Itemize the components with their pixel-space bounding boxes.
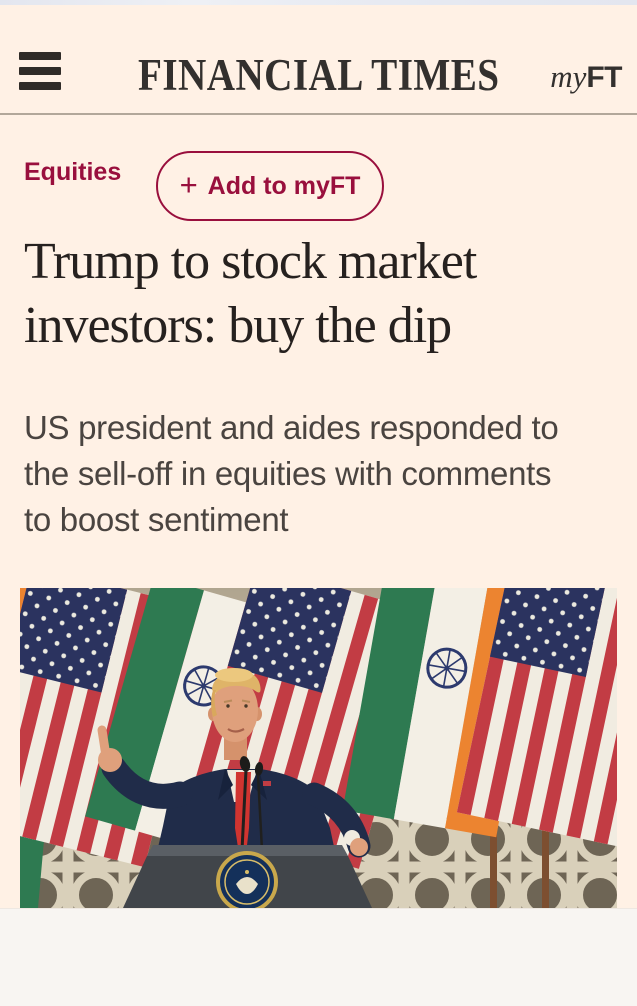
article-standfirst: US president and aides responded to the … [24,405,624,543]
add-to-myft-button[interactable]: + Add to myFT [156,151,384,221]
myft-link[interactable]: myFT [550,59,622,95]
article-headline: Trump to stock market investors: buy the… [24,230,604,358]
standfirst-line-1: US president and aides responded to [24,409,559,446]
status-strip [0,0,637,5]
browser-toolbar: 1 [0,908,637,1006]
add-to-myft-label: Add to myFT [207,171,361,200]
headline-line-2: investors: buy the dip [24,297,452,354]
hamburger-menu-icon [19,52,61,60]
podium [123,830,372,908]
article-image [20,588,617,908]
speaker-figure [97,668,371,858]
headline-line-1: Trump to stock market [24,233,477,290]
ft-logo[interactable]: FINANCIAL TIMES [0,51,637,99]
myft-my-text: my [550,59,587,94]
hamburger-menu-button[interactable] [19,52,61,90]
header: FINANCIAL TIMES myFT [0,5,637,115]
article-image-illustration [20,588,617,908]
topic-link-equities[interactable]: Equities [24,158,122,186]
ft-logo-text: FINANCIAL TIMES [137,50,500,100]
plus-icon: + [179,167,198,202]
myft-ft-text: FT [586,61,622,94]
standfirst-line-2: the sell-off in equities with comments [24,455,552,492]
standfirst-line-3: to boost sentiment [24,501,289,538]
